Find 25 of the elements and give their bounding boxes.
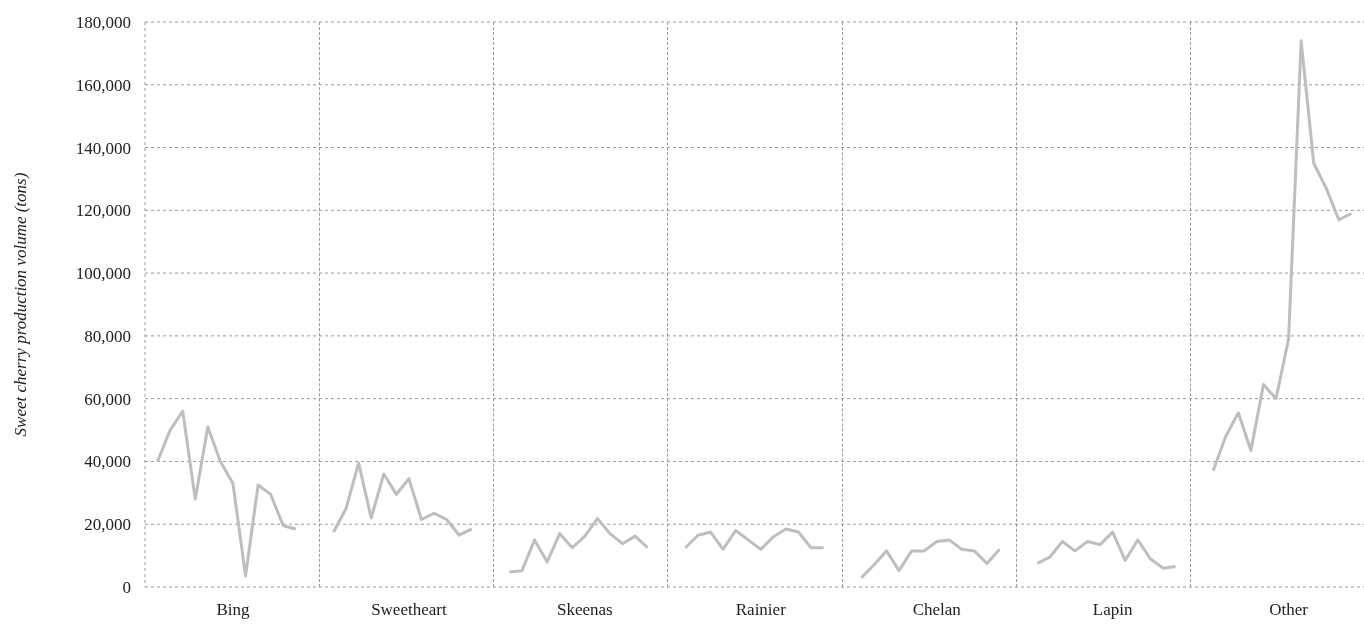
x-tick-label: Sweetheart: [371, 600, 447, 620]
y-tick-label: 20,000: [84, 515, 131, 535]
x-tick-label: Skeenas: [556, 600, 613, 620]
x-tick-label: Other: [1269, 600, 1309, 620]
x-tick-label: Rainier: [735, 600, 787, 620]
line-series: [683, 527, 826, 551]
y-tick-label: 160,000: [75, 75, 131, 95]
y-tick-label: 40,000: [84, 452, 131, 472]
line-series: [1035, 530, 1177, 570]
line-series: [332, 461, 474, 537]
line-series: [156, 409, 298, 578]
y-tick-label: 180,000: [75, 13, 131, 33]
x-tick-label: Lapin: [1092, 600, 1133, 620]
y-tick-label: 0: [122, 578, 131, 598]
line-series: [859, 538, 1002, 580]
line-series: [507, 517, 650, 574]
x-tick-label: Bing: [216, 600, 250, 620]
y-tick-label: 100,000: [75, 264, 131, 284]
y-axis-title: Sweet cherry production volume (tons): [11, 172, 31, 437]
x-tick-label: Chelan: [912, 600, 962, 620]
y-tick-label: 60,000: [84, 389, 131, 409]
y-tick-label: 140,000: [75, 138, 131, 158]
y-tick-label: 80,000: [84, 326, 131, 346]
y-tick-label: 120,000: [75, 201, 131, 221]
line-series: [1211, 39, 1353, 473]
